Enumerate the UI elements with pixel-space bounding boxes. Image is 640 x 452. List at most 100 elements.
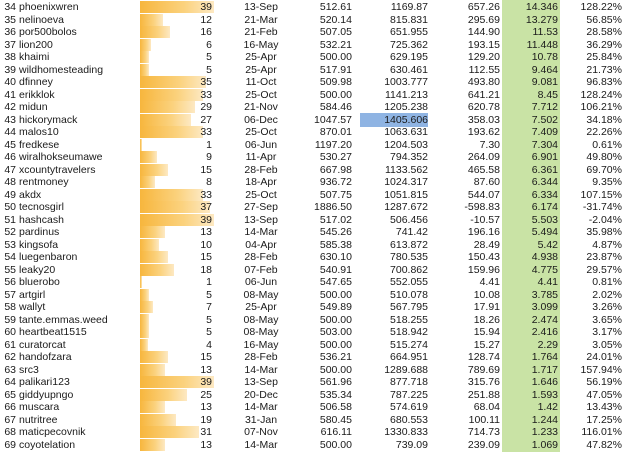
- username-cell[interactable]: dfinney: [19, 76, 53, 88]
- date-cell[interactable]: 14-Mar: [244, 401, 278, 413]
- value-b-cell[interactable]: 1063.631: [384, 126, 428, 138]
- value-b-cell[interactable]: 552.055: [390, 276, 428, 288]
- value-d-cell[interactable]: 7.409: [502, 125, 560, 139]
- value-b-cell[interactable]: 725.362: [390, 39, 428, 51]
- date-cell[interactable]: 06-Jun: [244, 276, 278, 288]
- percent-cell[interactable]: 56.85%: [586, 14, 622, 26]
- count-bar-cell[interactable]: 5: [140, 50, 214, 64]
- percent-cell[interactable]: 116.01%: [581, 426, 622, 438]
- value-d-cell[interactable]: 6.174: [502, 200, 560, 214]
- value-c-cell[interactable]: 358.03: [467, 114, 500, 126]
- value-d-cell[interactable]: 13.279: [502, 13, 560, 27]
- value-a-cell[interactable]: 547.65: [319, 276, 352, 288]
- percent-cell[interactable]: 3.17%: [592, 326, 622, 338]
- row-number-cell[interactable]: 62: [4, 351, 16, 363]
- value-c-cell[interactable]: 295.69: [467, 14, 500, 26]
- row-number-cell[interactable]: 51: [4, 214, 16, 226]
- row-number-cell[interactable]: 57: [4, 289, 16, 301]
- value-d-cell[interactable]: 6.344: [502, 175, 560, 189]
- count-bar-cell[interactable]: 5: [140, 313, 214, 327]
- count-bar-cell[interactable]: 1: [140, 275, 214, 289]
- username-cell[interactable]: por500bolos: [19, 26, 77, 38]
- value-d-cell[interactable]: 4.775: [502, 263, 560, 277]
- value-c-cell[interactable]: 239.09: [467, 439, 500, 451]
- username-cell[interactable]: luegenbaron: [19, 251, 78, 263]
- value-a-cell[interactable]: 535.34: [319, 389, 352, 401]
- username-cell[interactable]: rentmoney: [19, 176, 69, 188]
- percent-cell[interactable]: 13.43%: [586, 401, 622, 413]
- table-row[interactable]: 67 nutritree 19 31-Jan 580.45 680.553 100.11 1.…: [0, 413, 640, 427]
- value-c-cell[interactable]: -10.57: [470, 214, 500, 226]
- value-b-cell[interactable]: 1141.213: [384, 89, 428, 101]
- percent-cell[interactable]: 29.57%: [586, 264, 622, 276]
- table-row[interactable]: 53 kingsofa 10 04-Apr 585.38 613.872 28.49 5.42…: [0, 238, 640, 252]
- percent-cell[interactable]: 25.84%: [586, 51, 622, 63]
- row-number-cell[interactable]: 37: [4, 39, 16, 51]
- row-number-cell[interactable]: 58: [4, 301, 16, 313]
- value-c-cell[interactable]: 4.41: [479, 276, 500, 288]
- percent-cell[interactable]: 23.87%: [586, 251, 622, 263]
- value-a-cell[interactable]: 532.21: [319, 39, 352, 51]
- value-d-cell[interactable]: 14.346: [502, 0, 560, 14]
- count-bar-cell[interactable]: 33: [140, 88, 214, 102]
- date-cell[interactable]: 08-May: [243, 326, 279, 338]
- count-bar-cell[interactable]: 25: [140, 388, 214, 402]
- value-c-cell[interactable]: 128.74: [467, 351, 500, 363]
- value-d-cell[interactable]: 11.53: [502, 25, 560, 39]
- row-number-cell[interactable]: 39: [4, 64, 16, 76]
- percent-cell[interactable]: 36.29%: [586, 39, 622, 51]
- value-d-cell[interactable]: 5.503: [502, 213, 560, 227]
- row-number-cell[interactable]: 38: [4, 51, 16, 63]
- date-cell[interactable]: 07-Feb: [244, 264, 278, 276]
- value-a-cell[interactable]: 500.00: [319, 89, 352, 101]
- value-d-cell[interactable]: 4.41: [502, 275, 560, 289]
- value-c-cell[interactable]: 100.11: [468, 414, 500, 426]
- date-cell[interactable]: 16-May: [243, 339, 279, 351]
- value-a-cell[interactable]: 584.46: [319, 101, 352, 113]
- percent-cell[interactable]: 47.82%: [586, 439, 622, 451]
- count-bar-cell[interactable]: 1: [140, 138, 214, 152]
- percent-cell[interactable]: 3.05%: [592, 339, 622, 351]
- row-number-cell[interactable]: 61: [4, 339, 16, 351]
- value-b-cell[interactable]: 629.195: [390, 51, 428, 63]
- value-b-cell[interactable]: 787.225: [390, 389, 428, 401]
- value-c-cell[interactable]: 159.96: [467, 264, 500, 276]
- username-cell[interactable]: nelinoeva: [19, 14, 64, 26]
- count-bar-cell[interactable]: 15: [140, 163, 214, 177]
- row-number-cell[interactable]: 35: [4, 14, 16, 26]
- count-bar-cell[interactable]: 7: [140, 300, 214, 314]
- row-number-cell[interactable]: 64: [4, 376, 16, 388]
- username-cell[interactable]: malos10: [19, 126, 59, 138]
- value-c-cell[interactable]: 251.88: [467, 389, 500, 401]
- username-cell[interactable]: fredkese: [19, 139, 60, 151]
- table-row[interactable]: 52 pardinus 13 14-Mar 545.26 741.42 196.16 5.49…: [0, 225, 640, 239]
- value-c-cell[interactable]: -598.83: [464, 201, 500, 213]
- count-bar-cell[interactable]: 9: [140, 150, 214, 164]
- percent-cell[interactable]: 35.98%: [586, 226, 622, 238]
- date-cell[interactable]: 28-Feb: [244, 251, 278, 263]
- value-d-cell[interactable]: 3.099: [502, 300, 560, 314]
- row-number-cell[interactable]: 42: [4, 101, 16, 113]
- percent-cell[interactable]: 56.19%: [586, 376, 622, 388]
- percent-cell[interactable]: 3.26%: [592, 301, 622, 313]
- date-cell[interactable]: 14-Mar: [244, 226, 278, 238]
- row-number-cell[interactable]: 54: [4, 251, 16, 263]
- value-a-cell[interactable]: 507.75: [319, 189, 352, 201]
- value-c-cell[interactable]: 18.26: [473, 314, 500, 326]
- date-cell[interactable]: 14-Mar: [244, 439, 278, 451]
- value-a-cell[interactable]: 500.00: [319, 364, 352, 376]
- value-a-cell[interactable]: 580.45: [319, 414, 352, 426]
- username-cell[interactable]: kingsofa: [19, 239, 59, 251]
- username-cell[interactable]: nutritree: [19, 414, 58, 426]
- value-b-cell[interactable]: 510.078: [390, 289, 428, 301]
- percent-cell[interactable]: 17.25%: [586, 414, 622, 426]
- row-number-cell[interactable]: 45: [4, 139, 16, 151]
- value-b-cell[interactable]: 739.09: [395, 439, 428, 451]
- table-row[interactable]: 44 malos10 33 25-Oct 870.01 1063.631 193.62 7.4…: [0, 125, 640, 139]
- date-cell[interactable]: 11-Apr: [245, 151, 277, 163]
- table-row[interactable]: 62 handofzara 15 28-Feb 536.21 664.951 128.74 1…: [0, 350, 640, 364]
- value-d-cell[interactable]: 9.081: [502, 75, 560, 89]
- value-b-cell[interactable]: 1330.833: [384, 426, 428, 438]
- percent-cell[interactable]: 96.83%: [586, 76, 622, 88]
- date-cell[interactable]: 13-Sep: [244, 1, 278, 13]
